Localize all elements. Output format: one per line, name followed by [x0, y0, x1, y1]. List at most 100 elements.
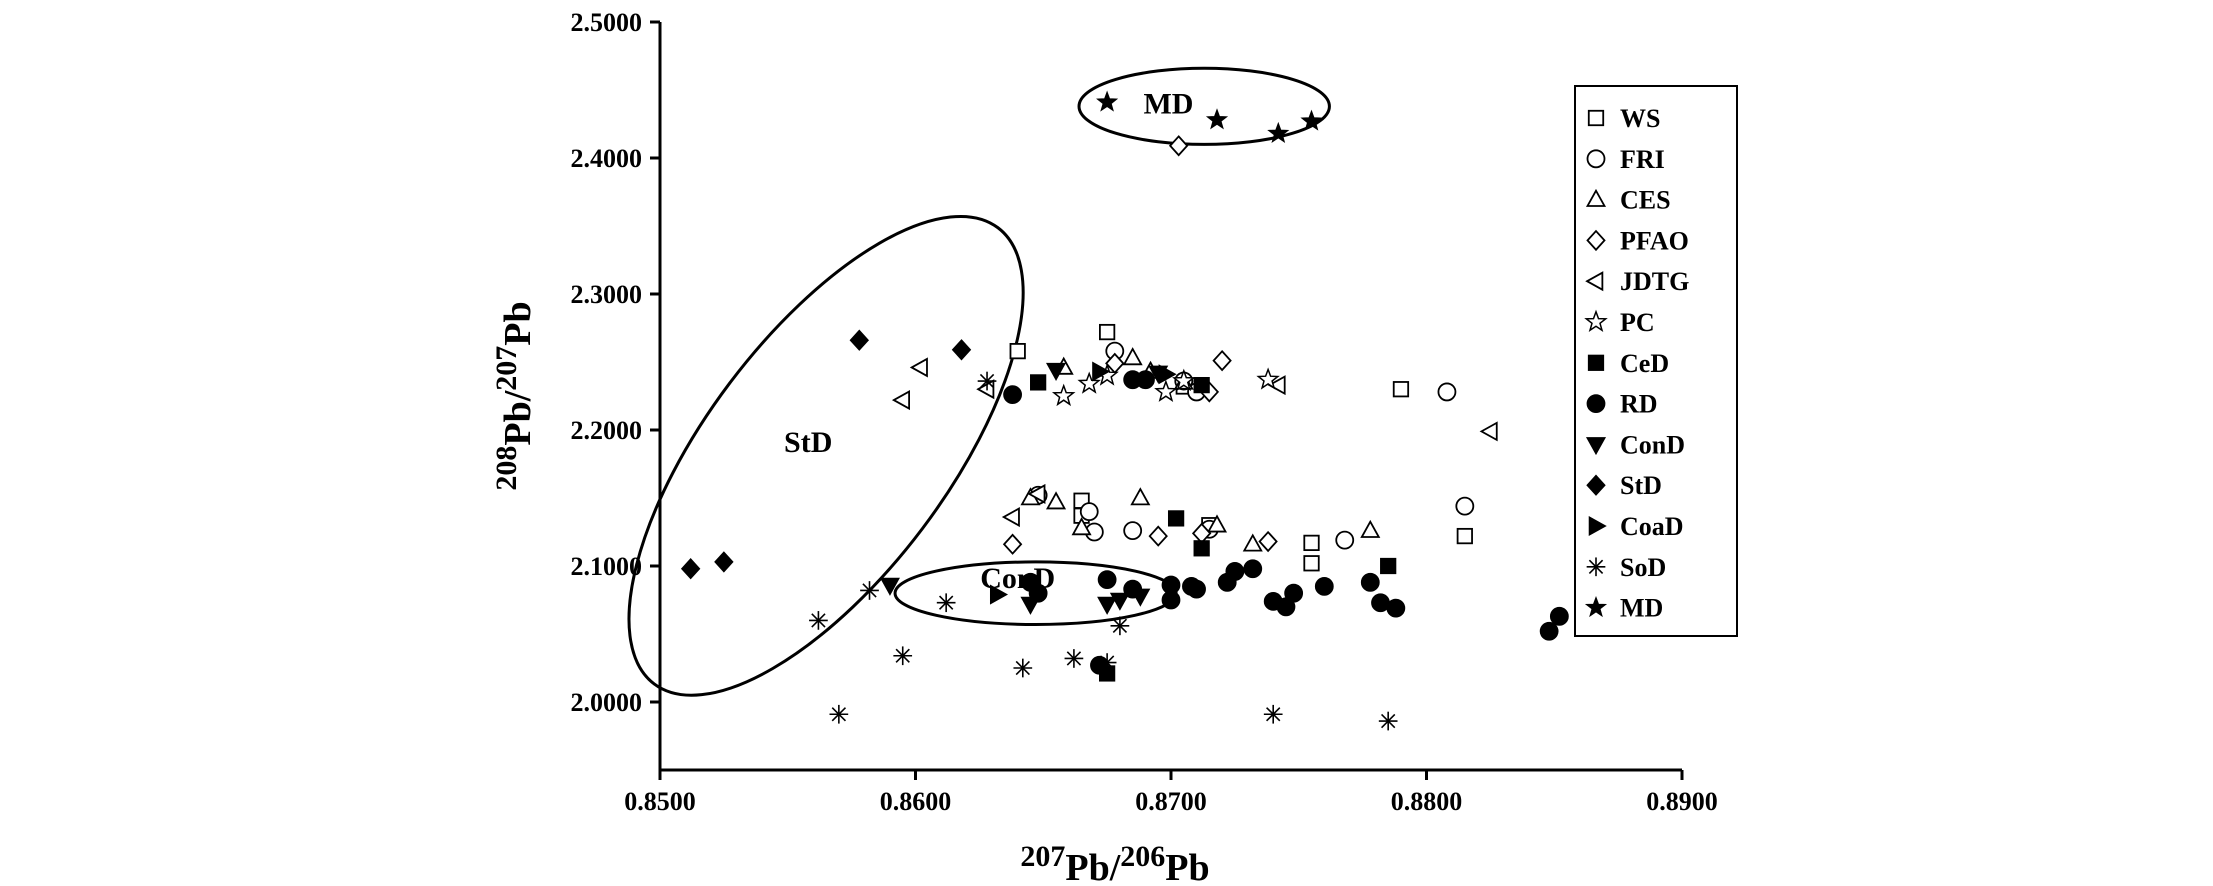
data-point-std — [714, 551, 734, 573]
data-point-pc — [1077, 371, 1101, 394]
data-point-ws — [1303, 555, 1320, 572]
data-point-coad — [1092, 361, 1111, 382]
data-point-pc — [1172, 368, 1196, 392]
data-point-fri — [1455, 496, 1475, 516]
data-point-fri — [1335, 530, 1355, 550]
data-point-pfao — [1148, 525, 1168, 547]
data-point-ced — [1193, 540, 1210, 557]
data-point-rd — [1360, 572, 1380, 592]
series-sod — [809, 371, 1398, 731]
data-point-sod — [977, 371, 997, 391]
data-point-ces — [1130, 487, 1151, 506]
data-point-jdtg — [1001, 507, 1020, 528]
series-std — [680, 329, 972, 580]
series-ced — [1030, 374, 1397, 682]
data-point-ces — [1206, 514, 1228, 533]
data-point-sod — [1378, 711, 1398, 731]
data-point-pfao — [1212, 349, 1232, 372]
data-point-ces — [1122, 347, 1143, 366]
x-axis-title-base2: Pb — [1165, 847, 1209, 886]
data-point-md — [1300, 109, 1323, 131]
y-tick-label: 2.2000 — [571, 416, 643, 445]
data-point-rd — [1003, 385, 1022, 405]
group-ellipse-std — [627, 214, 1025, 697]
data-point-pfao — [1258, 530, 1278, 553]
y-tick-label: 2.3000 — [571, 280, 643, 309]
x-tick-label: 0.8900 — [1646, 787, 1718, 816]
data-point-rd — [1097, 570, 1117, 589]
data-point-jdtg — [1267, 375, 1286, 396]
data-point-cond — [879, 577, 900, 596]
data-point-rd — [1243, 559, 1263, 579]
data-point-std — [951, 339, 972, 361]
data-point-fri — [1079, 502, 1099, 522]
legend-marker-sod — [1586, 557, 1606, 577]
legend-marker-std — [1586, 474, 1606, 496]
data-point-ced — [1193, 376, 1210, 394]
legend-marker-jdtg — [1585, 271, 1604, 292]
y-tick-label: 2.1000 — [571, 552, 643, 581]
data-point-ws — [1456, 527, 1473, 545]
data-point-jdtg — [1027, 483, 1046, 504]
data-point-pfao — [1168, 135, 1189, 157]
x-ticks: 0.8500 0.8600 0.8700 0.8800 0.8900 — [624, 770, 1718, 816]
legend-marker-pc — [1584, 309, 1608, 333]
data-point-ces — [1242, 533, 1263, 552]
legend-label-pfao: PFAO — [1620, 226, 1689, 255]
series-pfao — [1002, 135, 1278, 555]
series-jdtg — [891, 357, 1498, 528]
legend-marker-cond — [1585, 437, 1607, 456]
data-point-md — [1096, 90, 1119, 112]
x-tick-label: 0.8500 — [624, 787, 696, 816]
legend-label-ces: CES — [1620, 186, 1671, 215]
data-point-rd — [1386, 598, 1406, 618]
data-point-sod — [1110, 616, 1130, 636]
legend-label-ws: WS — [1620, 104, 1660, 133]
data-point-rd — [1284, 583, 1304, 603]
x-axis-title: 207Pb/206Pb — [1020, 840, 1209, 886]
y-axis-title-sup2: 207 — [490, 346, 523, 391]
y-tick-label: 2.0000 — [571, 688, 643, 717]
data-point-ced — [1167, 510, 1185, 527]
data-point-ws — [1099, 323, 1116, 341]
legend-label-sod: SoD — [1620, 553, 1666, 582]
data-point-sod — [1013, 658, 1033, 678]
data-point-sod — [1263, 704, 1283, 724]
data-point-ces — [1071, 517, 1092, 536]
legend-label-fri: FRI — [1620, 145, 1665, 174]
series-cond — [879, 362, 1169, 615]
data-point-jdtg — [891, 390, 910, 411]
data-point-ws — [1303, 534, 1320, 552]
legend-marker-ws — [1587, 109, 1605, 127]
legend-label-md: MD — [1620, 594, 1663, 623]
data-point-md — [1267, 121, 1290, 143]
data-point-ces — [1360, 519, 1381, 538]
data-point-ws — [1392, 381, 1410, 398]
legend: WS FRI CES PFAO JDTG PC CeD RD ConD StD CoaD SoD MD — [1574, 85, 1738, 637]
group-label-std: StD — [784, 426, 832, 459]
legend-marker-pfao — [1586, 229, 1606, 252]
legend-label-cond: ConD — [1620, 430, 1685, 459]
data-point-coad — [989, 584, 1009, 605]
data-point-std — [849, 329, 870, 351]
y-axis-title: 208Pb/207Pb — [490, 301, 539, 490]
x-axis-title-base1: Pb/ — [1065, 847, 1120, 886]
data-point-rd — [1549, 606, 1569, 626]
data-point-fri — [1123, 521, 1143, 541]
y-axis-title-base1: Pb/ — [497, 390, 539, 445]
data-point-jdtg — [909, 357, 928, 378]
data-point-pc — [1154, 379, 1178, 402]
x-axis-title-sup1: 207 — [1020, 840, 1065, 873]
series-md — [1096, 90, 1323, 143]
legend-marker-rd — [1586, 394, 1606, 414]
data-point-sod — [1064, 649, 1084, 668]
data-point-rd — [1090, 655, 1109, 675]
data-point-coad — [1158, 364, 1177, 385]
data-point-rd — [1161, 590, 1181, 610]
data-point-rd — [1314, 577, 1334, 596]
legend-label-jdtg: JDTG — [1620, 267, 1689, 296]
legend-marker-fri — [1586, 149, 1606, 169]
legend-marker-ced — [1587, 354, 1605, 371]
data-point-cond — [1130, 588, 1151, 607]
x-axis-title-sup2: 206 — [1120, 840, 1165, 873]
